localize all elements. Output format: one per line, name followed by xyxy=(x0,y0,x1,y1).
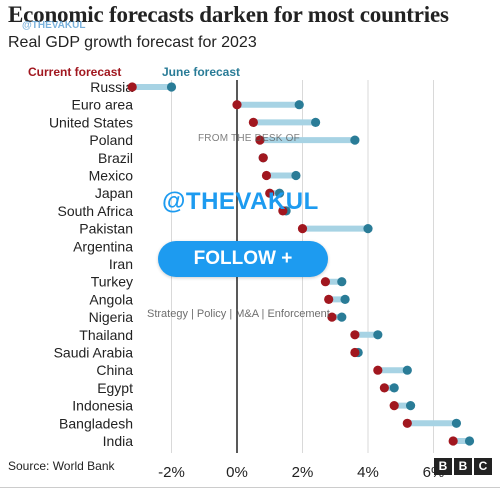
chart-title: Economic forecasts darken for most count… xyxy=(8,2,449,27)
june-forecast-dot xyxy=(274,188,285,198)
current-forecast-dot xyxy=(402,418,412,428)
june-forecast-dot xyxy=(291,170,301,181)
current-forecast-dot xyxy=(324,294,334,304)
watermark-handle-large: @THEVAKUL xyxy=(162,188,319,215)
country-label: Brazil xyxy=(98,150,133,166)
current-forecast-dot xyxy=(127,82,137,92)
current-forecast-dot xyxy=(232,100,242,110)
country-label: United States xyxy=(49,114,133,130)
country-label: India xyxy=(103,433,134,449)
current-forecast-dot xyxy=(278,206,288,216)
bbc-logo-letter: B xyxy=(434,458,452,475)
x-tick-label: 4% xyxy=(357,464,379,481)
watermark-desk-text: FROM THE DESK OF xyxy=(198,133,300,144)
country-label: Saudi Arabia xyxy=(54,345,134,361)
current-forecast-dot xyxy=(379,383,389,393)
follow-button[interactable]: FOLLOW + xyxy=(158,241,328,277)
current-forecast-dot xyxy=(350,347,360,358)
current-forecast-dot xyxy=(265,188,275,198)
current-forecast-dot xyxy=(389,401,399,411)
source-note: Source: World Bank xyxy=(8,459,115,473)
current-forecast-dot xyxy=(248,117,258,127)
bbc-logo-letter: B xyxy=(454,458,472,475)
country-label: South Africa xyxy=(58,203,134,219)
country-label: Pakistan xyxy=(79,221,133,237)
x-tick-label: 2% xyxy=(292,464,314,481)
june-forecast-dot xyxy=(166,82,177,92)
country-label: Mexico xyxy=(89,168,134,184)
june-forecast-dot xyxy=(350,135,360,145)
june-forecast-dot xyxy=(294,100,304,110)
country-label: Nigeria xyxy=(89,309,134,325)
june-forecast-dot xyxy=(363,224,373,234)
bbc-logo-letter: C xyxy=(474,458,492,475)
country-label: Japan xyxy=(95,185,133,201)
june-forecast-dot xyxy=(451,418,462,428)
legend-june-forecast: June forecast xyxy=(162,65,241,79)
june-forecast-dot xyxy=(405,401,416,411)
country-label: Angola xyxy=(89,291,133,307)
current-forecast-dot xyxy=(320,277,331,287)
june-forecast-dot xyxy=(337,312,347,322)
current-forecast-dot xyxy=(258,153,268,163)
country-label: Russia xyxy=(90,79,133,95)
country-label: China xyxy=(96,362,133,378)
current-forecast-dot xyxy=(350,330,360,340)
legend-current-forecast: Current forecast xyxy=(28,65,122,79)
x-tick-label: -2% xyxy=(158,464,185,481)
watermark-handle-small: @THEVAKUL xyxy=(22,20,86,31)
current-forecast-dot xyxy=(297,224,308,234)
june-forecast-dot xyxy=(464,436,475,446)
x-axis-tick-labels: -2%0%2%4%6% xyxy=(158,464,444,481)
country-label: Thailand xyxy=(79,327,133,343)
country-label: Egypt xyxy=(97,380,133,396)
june-forecast-dot xyxy=(373,330,383,340)
current-forecast-dot xyxy=(261,170,272,181)
june-forecast-dot xyxy=(311,117,321,127)
country-label: Bangladesh xyxy=(59,415,133,431)
country-label: Indonesia xyxy=(72,398,133,414)
june-forecast-dot xyxy=(340,294,350,304)
country-label: Turkey xyxy=(91,274,133,290)
forecast-dots xyxy=(127,82,475,446)
bbc-logo: B B C xyxy=(434,458,492,475)
watermark-strategy-text: Strategy | Policy | M&A | Enforcement xyxy=(147,308,330,320)
june-forecast-dot xyxy=(337,277,347,287)
current-forecast-dot xyxy=(327,312,337,322)
footer-divider xyxy=(0,487,500,488)
current-forecast-dot xyxy=(255,135,265,145)
current-forecast-dot xyxy=(448,436,458,446)
country-label: Argentina xyxy=(73,238,133,254)
june-forecast-dot xyxy=(402,365,412,375)
june-forecast-dot xyxy=(389,383,399,393)
country-label: Euro area xyxy=(72,97,134,113)
chart-subtitle: Real GDP growth forecast for 2023 xyxy=(8,34,257,51)
current-forecast-dot xyxy=(373,365,383,375)
country-label: Iran xyxy=(109,256,133,272)
country-label: Poland xyxy=(89,132,133,148)
x-tick-label: 0% xyxy=(226,464,248,481)
